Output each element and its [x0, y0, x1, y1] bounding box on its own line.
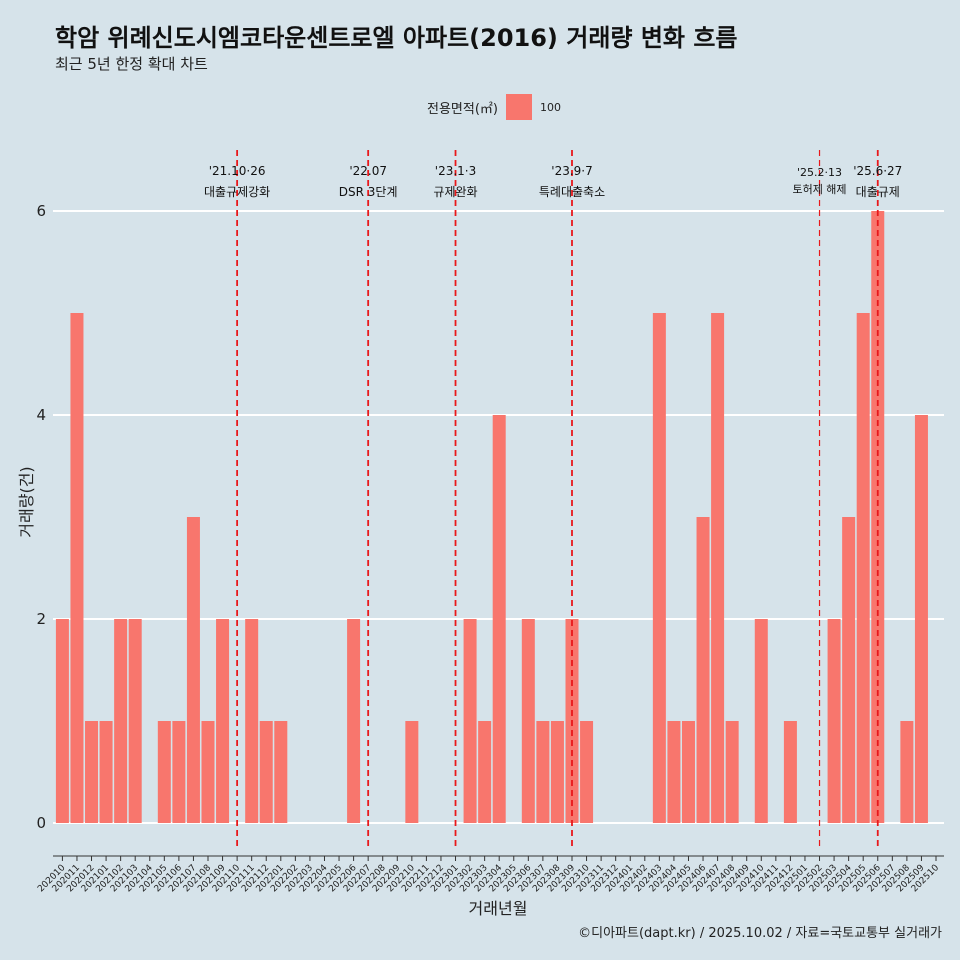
bar: [754, 619, 768, 823]
bar: [725, 721, 739, 823]
event-name-label: 규제완화: [433, 185, 477, 199]
bar: [492, 415, 506, 823]
bar: [85, 721, 99, 823]
bar: [347, 619, 361, 823]
bar: [99, 721, 113, 823]
chart-subtitle: 최근 5년 한정 확대 차트: [55, 55, 208, 73]
event-date-label: '25.2·13: [797, 166, 842, 179]
bar: [871, 211, 885, 823]
y-axis-label: 거래량(건): [17, 466, 36, 537]
bar: [521, 619, 535, 823]
bar: [128, 619, 142, 823]
y-tick-label: 6: [36, 202, 46, 220]
bar: [783, 721, 797, 823]
event-date-label: '23.9·7: [551, 164, 592, 178]
legend-label: 100: [539, 100, 561, 114]
bar: [696, 517, 710, 823]
event-name-label: 특례대출축소: [539, 185, 605, 199]
bar: [186, 517, 200, 823]
event-name-label: 대출규제강화: [204, 185, 270, 199]
bar: [259, 721, 273, 823]
legend-swatch: [505, 94, 532, 120]
event-date-label: '25.6·27: [853, 164, 902, 178]
y-tick-label: 2: [36, 610, 46, 628]
legend-title: 전용면적(㎡): [427, 101, 498, 117]
event-date-label: '22.07: [349, 164, 387, 178]
bar: [245, 619, 259, 823]
y-tick-label: 4: [36, 406, 46, 424]
bar: [536, 721, 550, 823]
legend: 전용면적(㎡) 100: [427, 94, 561, 120]
event-name-label: DSR 3단계: [339, 185, 398, 199]
event-name-label: 대출규제: [856, 185, 900, 199]
bars: [55, 211, 928, 823]
bar: [463, 619, 477, 823]
bar: [914, 415, 928, 823]
bar: [157, 721, 171, 823]
x-axis: 2020102020112020122021012021022021032021…: [36, 855, 944, 894]
bar: [114, 619, 128, 823]
bar: [216, 619, 230, 823]
bar: [55, 619, 69, 823]
bar: [172, 721, 186, 823]
event-name-label: 토허제 해제: [792, 182, 846, 196]
bar: [405, 721, 419, 823]
bar: [842, 517, 856, 823]
bar: [681, 721, 695, 823]
bar: [70, 313, 84, 823]
bar: [550, 721, 564, 823]
bar: [711, 313, 725, 823]
source-caption: ©디아파트(dapt.kr) / 2025.10.02 / 자료=국토교통부 실…: [578, 926, 942, 941]
bar: [667, 721, 681, 823]
y-tick-label: 0: [36, 814, 46, 832]
x-axis-label: 거래년월: [469, 899, 528, 918]
bar: [201, 721, 215, 823]
bar: [856, 313, 870, 823]
bar: [580, 721, 594, 823]
bar: [652, 313, 666, 823]
bar: [274, 721, 288, 823]
event-date-label: '21.10·26: [209, 164, 266, 178]
chart-title: 학암 위례신도시엠코타운센트로엘 아파트(2016) 거래량 변화 흐름: [55, 24, 738, 52]
bar: [900, 721, 914, 823]
bar: [478, 721, 492, 823]
bar: [827, 619, 841, 823]
event-markers: '21.10·26 대출규제강화 '22.07 DSR 3단계 '23.1·3 규제완화 '…: [204, 150, 902, 848]
event-date-label: '23.1·3: [435, 164, 476, 178]
y-axis: 0 2 4 6: [36, 202, 46, 832]
